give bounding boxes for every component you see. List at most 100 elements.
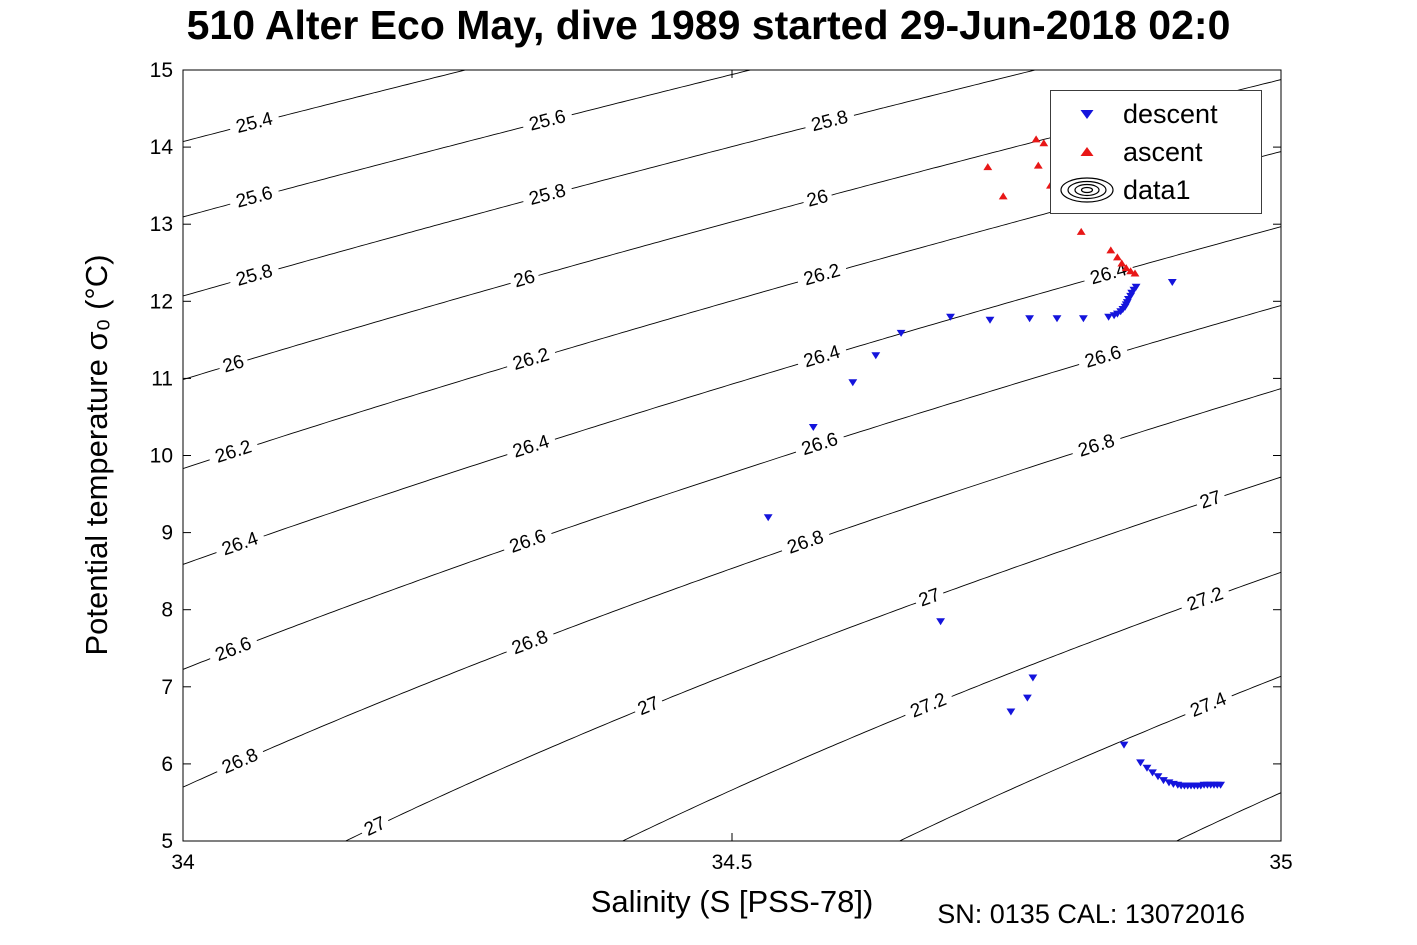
y-tick-label: 11 <box>151 367 173 390</box>
x-tick-label: 34.5 <box>712 851 753 874</box>
svg-text:25.4: 25.4 <box>234 108 275 138</box>
svg-text:26.2: 26.2 <box>510 344 551 375</box>
y-tick-label: 8 <box>161 599 173 622</box>
legend-item-ascent: ascent <box>1051 133 1261 171</box>
legend-label-descent: descent <box>1123 98 1218 129</box>
data-point-ascent <box>983 163 993 171</box>
legend-label-data1-contours: ascent <box>1123 136 1203 167</box>
data-point-ascent <box>1076 227 1086 235</box>
data-point-ascent <box>1031 135 1041 143</box>
legend-label-data1: data1 <box>1123 174 1191 205</box>
contour-label-26.8: 26.8 <box>778 524 833 562</box>
contour-line-25.6 <box>183 70 753 218</box>
data-point-descent <box>1025 315 1034 323</box>
contour-label-27: 27 <box>357 810 393 843</box>
contour-line-27.6 <box>1175 792 1281 841</box>
data-point-ascent <box>1039 139 1049 147</box>
y-tick-label: 14 <box>150 136 174 159</box>
contour-label-27: 27 <box>912 582 947 614</box>
contour-label-26: 26 <box>800 184 835 214</box>
data-point-descent <box>1153 773 1163 781</box>
x-axis-label: Salinity (S [PSS-78]) <box>590 884 874 919</box>
y-tick-label: 7 <box>161 676 173 699</box>
axes-frame <box>182 69 1282 842</box>
svg-text:25.6: 25.6 <box>527 106 568 135</box>
y-tick-label: 5 <box>161 830 173 853</box>
y-tick-label: 15 <box>150 59 173 82</box>
y-axis-label: Potential temperature σ₀ (°C) <box>79 254 114 656</box>
contour-label-25.8: 25.8 <box>227 258 282 294</box>
contour-label-26.2: 26.2 <box>206 433 261 471</box>
svg-text:25.8: 25.8 <box>809 107 850 136</box>
y-tick-label: 12 <box>150 290 173 313</box>
contour-label-26.8: 26.8 <box>212 741 268 782</box>
data-point-descent <box>896 329 906 337</box>
data-point-descent <box>1028 674 1038 682</box>
contour-label-25.6: 25.6 <box>227 180 282 215</box>
data-point-descent <box>1148 769 1157 777</box>
data-point-descent <box>936 618 945 626</box>
contour-label-26.6: 26.6 <box>792 426 847 463</box>
contour-labels: 25.4 25.6 25.6 25.8 25.8 25.8 26 26 26 26.2 26.2 26… <box>206 104 1236 843</box>
contour-line-27 <box>344 476 1281 841</box>
data-point-ascent <box>1033 161 1043 169</box>
data-point-descent <box>946 313 955 321</box>
data-point-ascent <box>1121 264 1131 272</box>
contour-label-27: 27 <box>631 690 667 723</box>
contour-label-25.4: 25.4 <box>227 106 282 141</box>
series-descent <box>763 279 1225 790</box>
svg-text:26.4: 26.4 <box>510 431 552 462</box>
svg-text:26.6: 26.6 <box>799 429 841 460</box>
contour-label-27.2: 27.2 <box>1177 580 1233 619</box>
contour-label-26.2: 26.2 <box>503 341 559 378</box>
sensor-serial-annotation: SN: 0135 CAL: 13072016 <box>937 899 1245 929</box>
svg-text:26.2: 26.2 <box>801 260 842 290</box>
contour-line-25.8 <box>183 70 1037 297</box>
chart-title: 510 Alter Eco May, dive 1989 started 29-… <box>186 2 1231 48</box>
data-point-descent <box>1119 741 1129 749</box>
contour-label-27: 27 <box>1193 485 1228 516</box>
data-point-descent <box>1167 279 1177 286</box>
data-point-descent <box>763 514 773 522</box>
data-point-descent <box>1079 315 1088 323</box>
contour-label-26.2: 26.2 <box>794 257 850 293</box>
data-point-descent <box>1216 781 1225 789</box>
data-point-ascent <box>1130 269 1140 277</box>
data-point-ascent <box>1117 259 1127 267</box>
data-point-ascent <box>998 192 1008 200</box>
contour-label-26.4: 26.4 <box>794 339 850 375</box>
y-tick-label: 13 <box>150 213 173 236</box>
scatter-series <box>763 135 1225 790</box>
svg-text:25.6: 25.6 <box>234 183 275 213</box>
data-point-descent <box>1023 694 1032 702</box>
legend-item-data1: data1 <box>1051 171 1261 209</box>
contour-label-26.4: 26.4 <box>212 525 268 563</box>
data-point-ascent <box>1126 267 1135 275</box>
data-point-ascent <box>1113 253 1122 261</box>
data-point-descent <box>848 379 858 387</box>
contour-line-27.2 <box>621 571 1281 841</box>
contour-label-26: 26 <box>507 264 542 294</box>
contour-label-27.4: 27.4 <box>1181 685 1236 725</box>
contour-label-25.8: 25.8 <box>520 178 575 213</box>
x-tick-label: 34 <box>171 851 195 874</box>
contour-label-26.6: 26.6 <box>206 630 261 669</box>
contour-label-26.6: 26.6 <box>1076 339 1131 375</box>
contour-label-27.2: 27.2 <box>901 686 956 726</box>
triangle-up-icon <box>1080 147 1094 156</box>
data-point-descent <box>1159 777 1168 785</box>
legend-item-descent: descent <box>1051 95 1261 133</box>
ascent-marker-icon <box>1051 144 1123 160</box>
data-point-descent <box>1136 759 1145 767</box>
contour-label-25.8: 25.8 <box>802 104 857 139</box>
contour-label-26.8: 26.8 <box>1069 427 1124 465</box>
data-point-descent <box>1006 708 1016 716</box>
y-tick-label: 6 <box>161 753 173 776</box>
data-point-descent <box>985 316 995 324</box>
data-point-descent <box>808 424 818 431</box>
descent-marker-icon <box>1051 106 1123 122</box>
x-tick-label: 35 <box>1269 851 1292 874</box>
data-point-descent <box>1052 315 1062 323</box>
